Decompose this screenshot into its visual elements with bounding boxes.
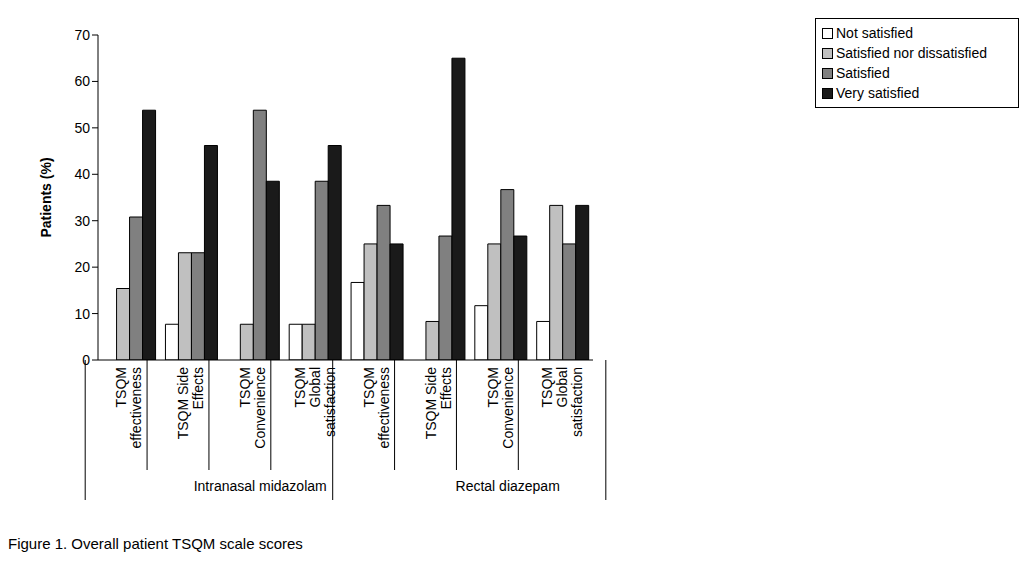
svg-text:60: 60 xyxy=(74,73,90,89)
svg-text:70: 70 xyxy=(74,27,90,43)
svg-text:50: 50 xyxy=(74,120,90,136)
svg-text:TSQMGlobalsatisfaction: TSQMGlobalsatisfaction xyxy=(539,367,585,437)
svg-text:20: 20 xyxy=(74,259,90,275)
svg-text:Patients (%): Patients (%) xyxy=(38,157,54,237)
svg-text:TSQMeffectiveness: TSQMeffectiveness xyxy=(361,367,392,448)
svg-text:40: 40 xyxy=(74,166,90,182)
svg-text:Rectal diazepam: Rectal diazepam xyxy=(456,478,560,494)
html-text:Satisfied: Satisfied xyxy=(836,65,890,81)
svg-text:30: 30 xyxy=(74,213,90,229)
svg-text:TSQMConvenience: TSQMConvenience xyxy=(237,367,268,449)
html-text:Very satisfied: Very satisfied xyxy=(836,85,920,101)
svg-text:TSQMConvenience: TSQMConvenience xyxy=(485,367,516,449)
svg-text:10: 10 xyxy=(74,306,90,322)
svg-text:TSQM SideEffects: TSQM SideEffects xyxy=(423,367,454,440)
svg-text:TSQMeffectiveness: TSQMeffectiveness xyxy=(113,367,144,448)
svg-text:TSQM SideEffects: TSQM SideEffects xyxy=(175,367,206,440)
svg-text:Intranasal midazolam: Intranasal midazolam xyxy=(194,478,327,494)
svg-text:TSQMGlobalsatisfaction: TSQMGlobalsatisfaction xyxy=(292,367,338,437)
html-text:Satisfied nor dissatisfied: Satisfied nor dissatisfied xyxy=(836,45,987,61)
html-text:Figure 1. Overall patient TSQM: Figure 1. Overall patient TSQM scale sco… xyxy=(8,535,303,552)
svg-text:0: 0 xyxy=(82,352,90,368)
html-text:Not satisfied: Not satisfied xyxy=(836,25,913,41)
